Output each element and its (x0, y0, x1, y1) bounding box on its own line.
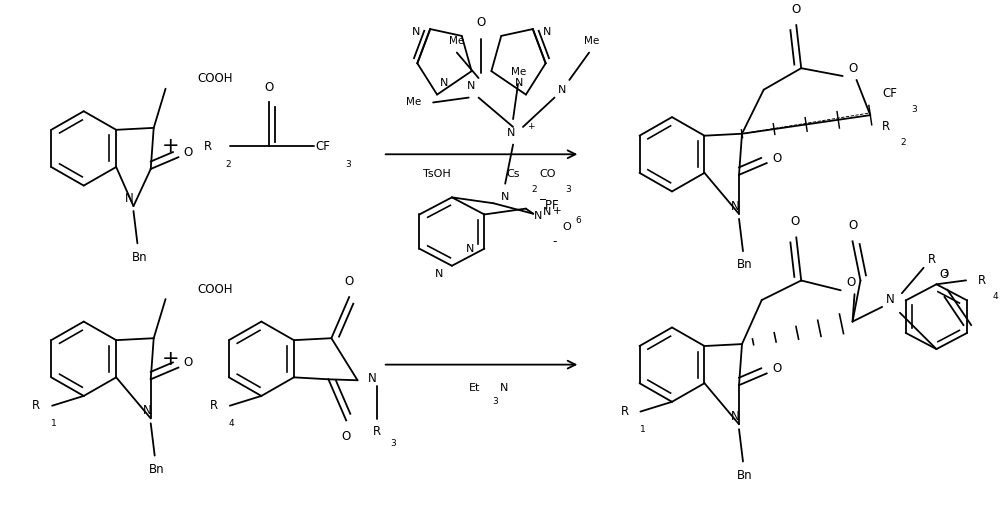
Text: Me: Me (449, 36, 464, 46)
Text: +: + (162, 349, 179, 369)
Text: O: O (184, 146, 193, 159)
Text: TsOH: TsOH (423, 169, 451, 179)
Text: Et: Et (469, 383, 480, 393)
Text: N: N (558, 85, 567, 95)
Text: R: R (928, 253, 936, 266)
Text: 3: 3 (390, 439, 396, 449)
Text: O: O (848, 61, 857, 75)
Text: N: N (465, 244, 474, 254)
Text: 1: 1 (640, 425, 645, 433)
Text: 3: 3 (912, 105, 918, 114)
Text: N: N (886, 293, 894, 306)
Text: 4: 4 (229, 419, 235, 428)
Text: Cs: Cs (506, 169, 520, 179)
Text: Me: Me (584, 36, 600, 46)
Text: N: N (500, 383, 509, 393)
Text: N: N (142, 404, 151, 417)
Text: N: N (515, 78, 523, 88)
Text: N: N (542, 27, 551, 37)
Text: +: + (527, 122, 535, 131)
Text: 2: 2 (225, 159, 230, 169)
Text: N: N (731, 200, 739, 213)
Text: CO: CO (540, 169, 556, 179)
Text: 4: 4 (993, 292, 998, 301)
Text: O: O (772, 362, 781, 375)
Text: R: R (210, 399, 218, 412)
Text: Bn: Bn (132, 251, 147, 264)
Text: R: R (620, 405, 629, 418)
Text: O: O (848, 219, 857, 232)
Text: CF: CF (882, 87, 897, 100)
Text: Me: Me (511, 67, 527, 77)
Text: 2: 2 (900, 138, 906, 147)
Text: O: O (345, 275, 354, 288)
Text: 6: 6 (575, 216, 581, 225)
Text: CF: CF (316, 140, 331, 153)
Text: N: N (367, 372, 376, 385)
Text: N: N (435, 269, 443, 279)
Text: O: O (184, 356, 193, 369)
Text: R: R (32, 399, 40, 412)
Text: R: R (373, 425, 381, 438)
Text: O: O (939, 268, 948, 281)
Text: N: N (501, 192, 509, 202)
Text: ̅PF: ̅PF (546, 199, 559, 212)
Text: +: + (553, 206, 562, 216)
Text: N: N (507, 128, 515, 138)
Text: N: N (440, 78, 448, 88)
Text: R: R (978, 274, 986, 287)
Text: O: O (562, 222, 571, 232)
Text: -: - (553, 234, 557, 247)
Text: 2: 2 (532, 185, 537, 194)
Text: COOH: COOH (197, 72, 233, 85)
Text: N: N (533, 212, 542, 221)
Text: O: O (791, 215, 800, 228)
Text: Me: Me (406, 97, 421, 107)
Text: O: O (477, 16, 486, 29)
Text: 3: 3 (942, 269, 948, 278)
Text: 3: 3 (345, 159, 351, 169)
Text: N: N (731, 410, 739, 423)
Text: Bn: Bn (737, 469, 753, 482)
Text: R: R (204, 140, 212, 153)
Text: 1: 1 (51, 419, 57, 428)
Text: N: N (543, 207, 551, 217)
Text: O: O (846, 276, 855, 289)
Text: +: + (162, 137, 179, 156)
Text: Bn: Bn (737, 258, 753, 271)
Text: 3: 3 (492, 398, 498, 406)
Text: N: N (412, 27, 421, 37)
Text: N: N (125, 192, 134, 205)
Text: O: O (265, 81, 274, 94)
Text: O: O (792, 3, 801, 16)
Text: R: R (882, 120, 890, 133)
Text: Bn: Bn (149, 463, 164, 476)
Text: O: O (772, 152, 781, 165)
Text: 3: 3 (565, 185, 571, 194)
Text: O: O (342, 429, 351, 442)
Text: COOH: COOH (197, 283, 233, 296)
Text: N: N (466, 81, 475, 91)
